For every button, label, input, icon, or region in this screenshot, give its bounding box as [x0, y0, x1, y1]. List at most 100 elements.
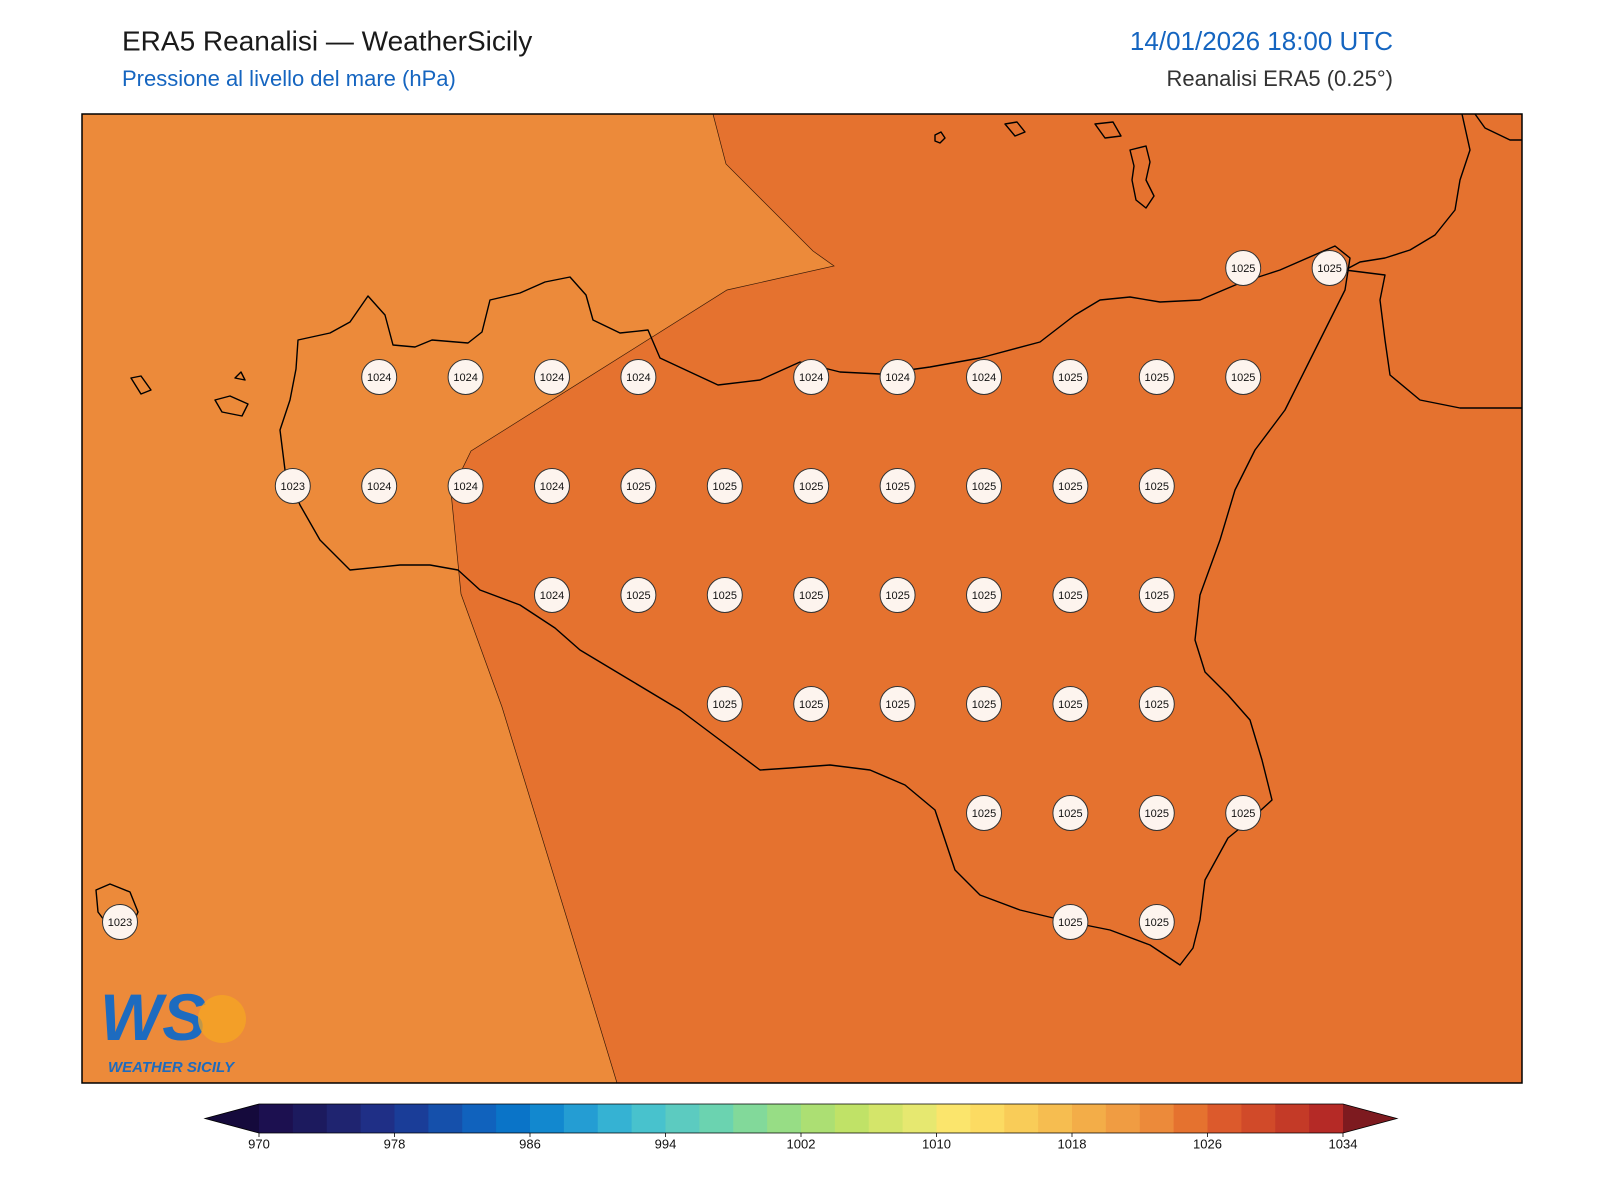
- logo-text: WEATHER SICILY: [108, 1059, 236, 1076]
- station-value: 1025: [1058, 808, 1082, 820]
- station-marker: [1052, 904, 1089, 940]
- station-marker: [1138, 686, 1175, 722]
- station-value: 1025: [885, 699, 909, 711]
- colorbar-segment: [1309, 1104, 1344, 1133]
- station-marker: [1138, 904, 1175, 940]
- station-value: 1025: [1145, 808, 1169, 820]
- station-value: 1025: [1058, 699, 1082, 711]
- colorbar-segment: [631, 1104, 666, 1133]
- station-marker: [966, 686, 1002, 722]
- colorbar-tick-label: 1034: [1329, 1136, 1358, 1151]
- coastline-calabria: [1344, 113, 1522, 409]
- colorbar-segment: [1105, 1104, 1141, 1133]
- station-marker: [1225, 795, 1262, 831]
- datetime: 14/01/2026 18:00 UTC: [1130, 26, 1393, 56]
- station-value: 1025: [799, 481, 823, 493]
- station-value: 1024: [626, 372, 650, 384]
- colorbar-segment: [1173, 1104, 1208, 1133]
- colorbar-segment: [292, 1104, 328, 1133]
- colorbar-segment: [326, 1104, 362, 1133]
- station-value: 1025: [1058, 917, 1082, 929]
- station-marker: [879, 686, 916, 722]
- station-value: 1024: [453, 481, 477, 493]
- station-value: 1025: [626, 481, 650, 493]
- station-value: 1025: [1231, 808, 1255, 820]
- station-marker: [1138, 359, 1175, 395]
- colorbar-segment: [936, 1104, 971, 1133]
- station-marker: [879, 468, 916, 504]
- colorbar-segment: [597, 1104, 633, 1133]
- logo: WS WEATHER SICILY: [100, 980, 246, 1076]
- map: [81, 113, 1523, 1084]
- coastline-calabria-north: [1474, 113, 1522, 141]
- colorbar-segment: [1004, 1104, 1039, 1133]
- colorbar-segment: [970, 1104, 1005, 1133]
- station-marker: [534, 468, 570, 504]
- station-marker: [879, 577, 916, 613]
- colorbar-extend-high: [1343, 1104, 1397, 1133]
- station-value: 1025: [1145, 917, 1169, 929]
- station-marker: [1225, 250, 1262, 286]
- colorbar-segment: [530, 1104, 565, 1133]
- colorbar-segment: [1207, 1104, 1242, 1133]
- station-marker: [1052, 795, 1089, 831]
- station-marker: [361, 359, 398, 395]
- station-value: 1025: [972, 481, 996, 493]
- station-value: 1025: [713, 699, 737, 711]
- station-marker: [1052, 577, 1089, 613]
- station-marker: [447, 359, 484, 395]
- colorbar-tick-label: 1018: [1058, 1136, 1087, 1151]
- station-marker: [966, 359, 1002, 395]
- station-marker: [793, 468, 830, 504]
- station-value: 1024: [540, 590, 564, 602]
- station-value: 1025: [713, 590, 737, 602]
- station-value: 1025: [1058, 590, 1082, 602]
- isobar: [450, 113, 835, 1084]
- colorbar-segment: [394, 1104, 429, 1133]
- station-marker: [534, 359, 570, 395]
- station-value: 1024: [799, 372, 823, 384]
- station-marker: [793, 359, 830, 395]
- station-marker: [1311, 250, 1348, 286]
- station-marker: [620, 577, 657, 613]
- colorbar-segment: [259, 1104, 294, 1133]
- station-marker: [1052, 359, 1089, 395]
- station-value: 1024: [540, 372, 564, 384]
- colorbar-tick-label: 1010: [922, 1136, 951, 1151]
- station-value: 1025: [1145, 590, 1169, 602]
- coastline-sicily: [279, 245, 1351, 966]
- colorbar-segment: [428, 1104, 463, 1133]
- station-value: 1024: [972, 372, 996, 384]
- station-value: 1025: [713, 481, 737, 493]
- station-marker: [1052, 468, 1089, 504]
- station-value: 1025: [626, 590, 650, 602]
- station-marker: [706, 468, 743, 504]
- station-value: 1024: [367, 372, 391, 384]
- colorbar-segment: [1241, 1104, 1276, 1133]
- station-value: 1023: [281, 481, 305, 493]
- station-marker: [274, 468, 311, 504]
- station-marker: [966, 468, 1002, 504]
- colorbar-segment: [767, 1104, 802, 1133]
- station-marker: [1052, 686, 1089, 722]
- station-value: 1025: [799, 590, 823, 602]
- station-value: 1025: [972, 699, 996, 711]
- station-marker: [102, 904, 138, 940]
- station-value: 1025: [1231, 263, 1255, 275]
- station-marker: [361, 468, 398, 504]
- title: ERA5 Reanalisi — WeatherSicily: [122, 25, 532, 56]
- station-marker: [966, 577, 1002, 613]
- station-value: 1025: [1145, 481, 1169, 493]
- colorbar-segment: [360, 1104, 395, 1133]
- station-value: 1024: [540, 481, 564, 493]
- source: Reanalisi ERA5 (0.25°): [1167, 66, 1393, 91]
- colorbar-segment: [834, 1104, 870, 1133]
- station-marker: [793, 577, 830, 613]
- station-value: 1024: [453, 372, 477, 384]
- colorbar-segment: [902, 1104, 937, 1133]
- station-value: 1023: [108, 917, 132, 929]
- station-labels: 1025 1025 1024 1024 1024 1024 1024 1024 1024 1025…: [102, 250, 1348, 940]
- colorbar: 970 978 986 994 1002 1010 1018 1026 1034: [203, 1103, 1399, 1151]
